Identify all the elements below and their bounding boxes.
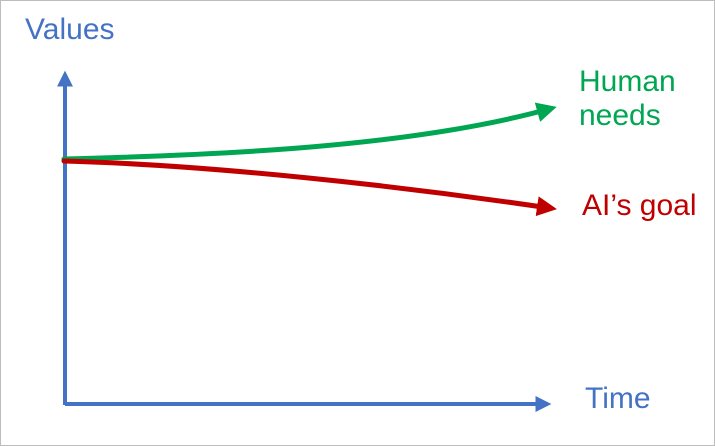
x-axis-label: Time [585,382,651,415]
ai-goal-label: AI’s goal [582,189,697,222]
y-axis-label: Values [25,13,115,46]
human-needs-label: Human needs [579,65,676,132]
ai-goal-curve [61,158,557,217]
human-needs-curve [61,102,557,162]
